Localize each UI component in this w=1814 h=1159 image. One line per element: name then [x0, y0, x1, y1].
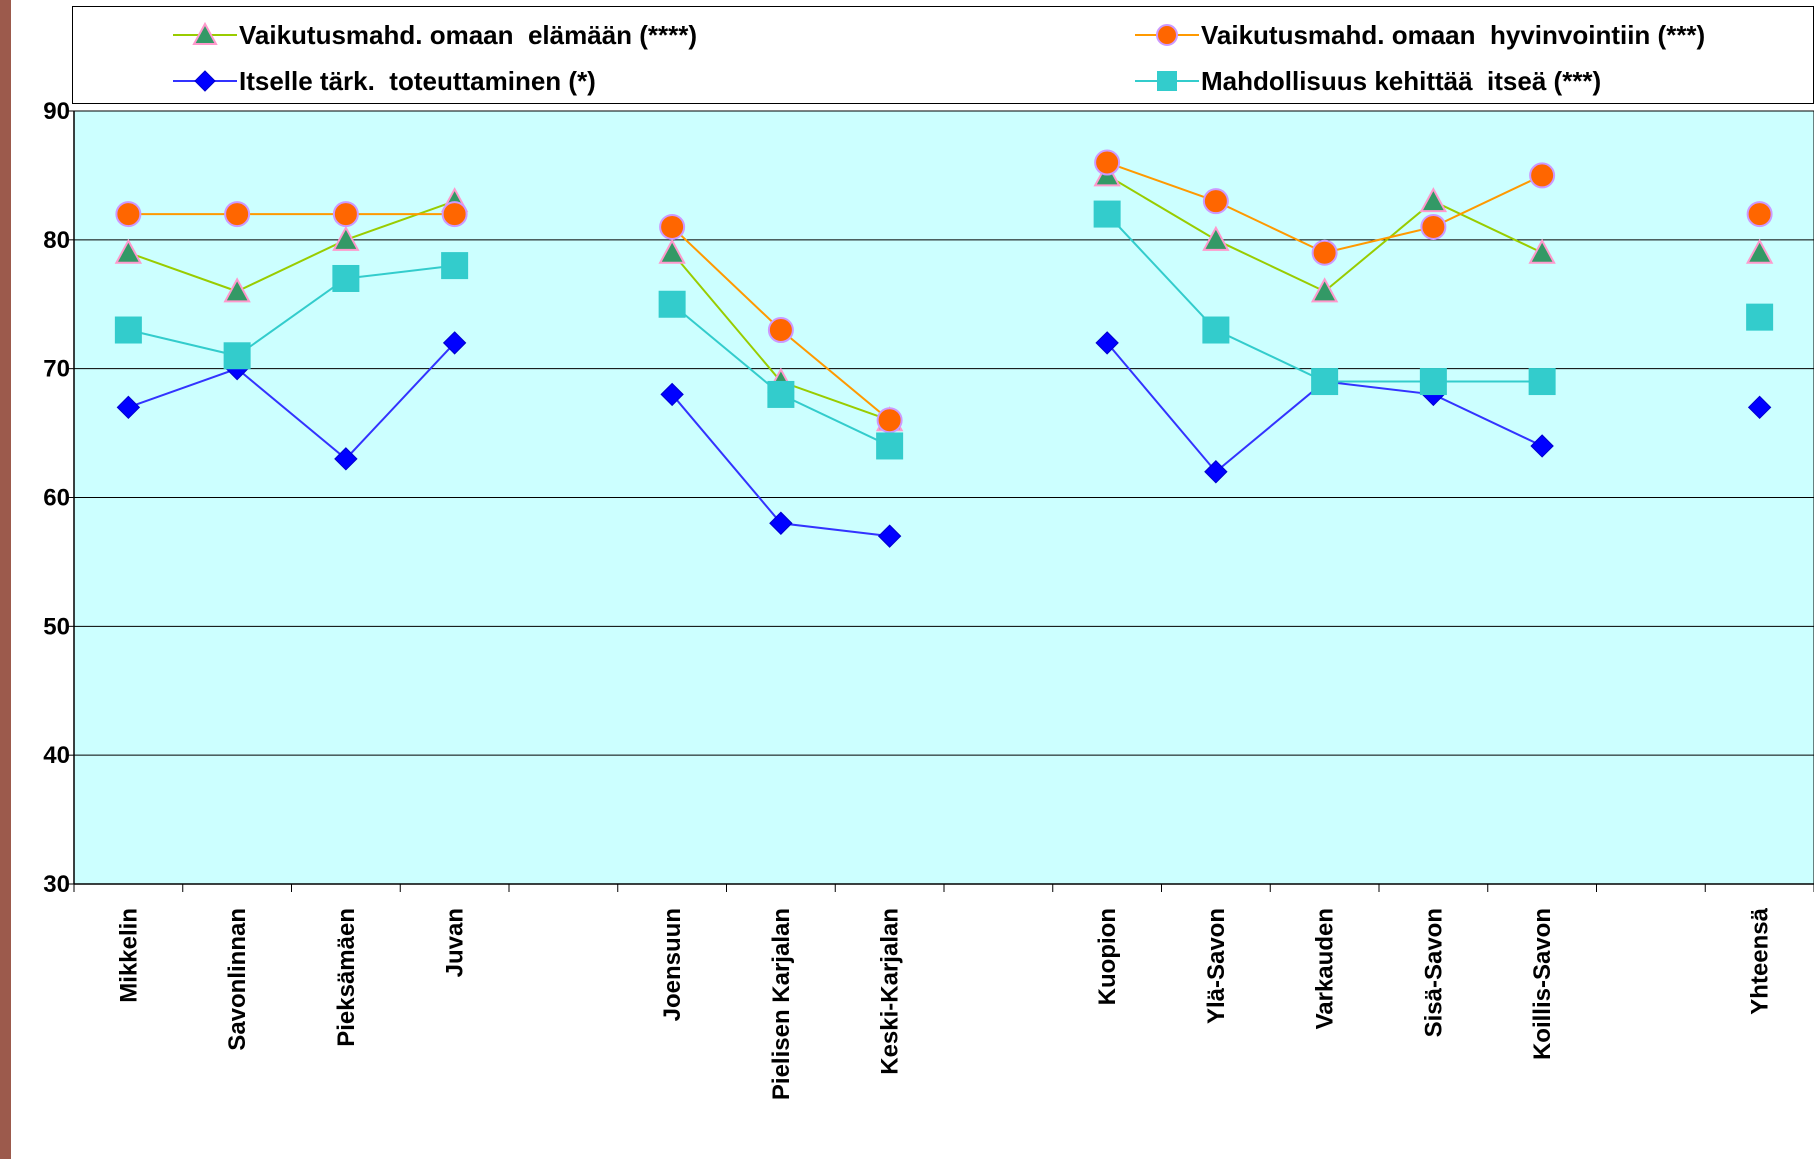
legend: Vaikutusmahd. omaan elämään (****) Vaiku… [72, 6, 1814, 104]
data-point-square [876, 432, 904, 460]
x-tick-label: Kuopion [1094, 908, 1121, 1005]
data-point-circle [1094, 149, 1121, 176]
legend-item-kehittaa: Mahdollisuus kehittää itseä (***) [1135, 63, 1601, 99]
data-point-triangle [114, 238, 143, 264]
data-point-diamond [769, 511, 793, 535]
data-point-triangle [1419, 187, 1448, 213]
series-line-2 [128, 342, 456, 461]
data-point-square [767, 380, 795, 408]
x-tick-label: Juvan [442, 908, 469, 977]
data-point-circle [876, 407, 903, 434]
x-tick-label: Sisä-Savon [1420, 908, 1447, 1037]
y-tick-label: 70 [43, 356, 70, 383]
legend-item-elamaan: Vaikutusmahd. omaan elämään (****) [173, 17, 697, 53]
data-point-square [1311, 368, 1339, 396]
data-point-square [441, 252, 469, 280]
y-tick-label: 90 [43, 98, 70, 125]
legend-label: Itselle tärk. toteuttaminen (*) [239, 65, 596, 96]
data-point-triangle [332, 225, 360, 251]
legend-swatch-circle-icon [1135, 24, 1199, 46]
x-tick-label: Mikkelin [115, 908, 142, 1003]
x-tick-label: Savonlinnan [224, 908, 251, 1051]
y-tick-label: 40 [43, 742, 70, 769]
legend-item-hyvinvointiin: Vaikutusmahd. omaan hyvinvointiin (***) [1135, 17, 1705, 53]
legend-label: Vaikutusmahd. omaan hyvinvointiin (***) [1201, 19, 1706, 50]
x-tick-label: Joensuun [659, 908, 686, 1021]
data-point-square [332, 264, 360, 292]
data-point-triangle [1310, 277, 1339, 303]
data-point-circle [224, 201, 251, 228]
x-tick-label: Pielisen Karjalan [768, 908, 795, 1100]
data-point-diamond [1747, 395, 1772, 420]
data-point-square [114, 316, 142, 344]
left-decorative-strip [0, 0, 11, 1159]
data-point-square [1419, 368, 1447, 396]
data-point-square [1746, 303, 1774, 331]
data-point-circle [1746, 201, 1773, 228]
legend-label: Mahdollisuus kehittää itseä (***) [1201, 65, 1602, 96]
data-point-triangle [1202, 225, 1230, 251]
data-point-triangle [1528, 238, 1556, 264]
data-point-circle [115, 201, 142, 228]
series-line-3 [128, 264, 455, 357]
data-point-square [1528, 368, 1556, 396]
data-point-circle [332, 201, 359, 228]
data-point-circle [441, 201, 468, 228]
legend-swatch-square-icon [1135, 71, 1199, 91]
data-point-square [1202, 316, 1230, 344]
legend-swatch-diamond-icon [173, 70, 237, 92]
data-point-diamond [1095, 331, 1119, 355]
data-point-circle [659, 213, 686, 240]
x-tick-label: Koillis-Savon [1529, 908, 1556, 1060]
legend-item-toteuttaminen: Itselle tärk. toteuttaminen (*) [173, 63, 596, 99]
data-point-triangle [658, 238, 686, 264]
data-point-circle [1202, 188, 1229, 215]
data-point-diamond [334, 447, 358, 471]
data-point-diamond [1204, 460, 1228, 484]
data-point-circle [1311, 239, 1338, 266]
data-point-square [1093, 200, 1121, 228]
y-tick-label: 60 [43, 485, 70, 512]
series-line-0 [128, 200, 455, 293]
data-point-diamond [877, 524, 902, 548]
data-point-circle [1420, 213, 1447, 240]
legend-label: Vaikutusmahd. omaan elämään (****) [239, 19, 698, 50]
data-point-diamond [442, 331, 467, 355]
x-tick-label: Yhteensä [1747, 907, 1774, 1014]
x-tick-label: Varkauden [1312, 908, 1339, 1029]
legend-swatch-triangle-icon [173, 21, 237, 45]
data-point-circle [1529, 162, 1556, 189]
data-point-diamond [116, 395, 141, 420]
x-tick-label: Ylä-Savon [1203, 908, 1230, 1024]
data-point-square [223, 342, 251, 370]
data-point-square [658, 290, 686, 318]
x-tick-label: Pieksämäen [333, 908, 360, 1047]
data-point-diamond [660, 382, 684, 407]
x-tick-label: Keski-Karjalan [877, 908, 904, 1075]
y-tick-label: 30 [43, 871, 70, 898]
data-point-diamond [1530, 434, 1554, 458]
y-tick-label: 80 [43, 227, 70, 254]
y-tick-label: 50 [43, 613, 70, 640]
data-point-circle [767, 317, 794, 344]
data-point-triangle [1745, 238, 1774, 264]
data-point-triangle [223, 277, 251, 303]
